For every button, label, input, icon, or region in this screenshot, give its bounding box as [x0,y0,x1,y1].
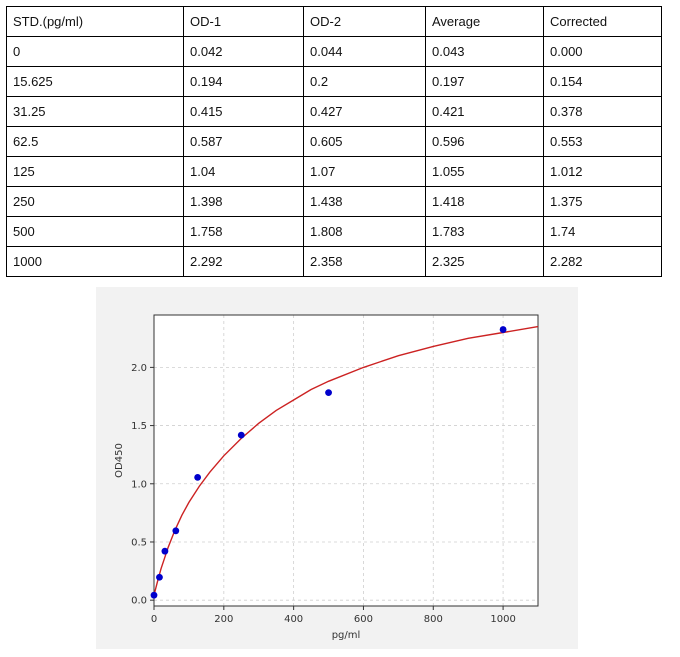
table-cell: 1.783 [425,216,544,247]
data-point [150,591,158,599]
table-row: 125 1.04 1.07 1.055 1.012 [6,156,662,187]
table-cell: 1.04 [183,156,304,187]
data-point [499,326,507,333]
y-tick-label: 2.0 [131,363,147,374]
header-od2: OD-2 [303,6,426,37]
data-point [194,473,202,481]
table-cell: 1.808 [303,216,426,247]
table-cell: 0.194 [183,66,304,97]
x-axis-label: pg/ml [332,630,361,641]
table-cell: 2.325 [425,246,544,277]
table-cell: 62.5 [6,126,184,157]
table-cell: 0.415 [183,96,304,127]
table-row: 500 1.758 1.808 1.783 1.74 [6,216,662,247]
y-axis-label: OD450 [114,443,125,478]
table-cell: 1.438 [303,186,426,217]
table-cell: 0.2 [303,66,426,97]
standard-curve-chart: 0 200 400 600 800 1000 0.0 0.5 1.0 1.5 2.0 pg/ml OD4… [96,287,578,649]
table-cell: 0.197 [425,66,544,97]
table-cell: 0.596 [425,126,544,157]
table-cell: 1.012 [543,156,662,187]
data-point [156,573,163,581]
header-corrected: Corrected [543,6,662,37]
table-cell: 0.044 [303,36,426,67]
table-cell: 1.055 [425,156,544,187]
data-point [325,389,332,397]
table-cell: 0.043 [425,36,544,67]
y-tick-label: 0.0 [131,596,147,607]
table-cell: 0 [6,36,184,67]
plot-frame [153,314,539,607]
table-cell: 1.07 [303,156,426,187]
fit-curve [153,325,539,596]
table-cell: 0.154 [543,66,662,97]
data-point [237,431,245,439]
table-header-row: STD.(pg/ml) OD-1 OD-2 Average Corrected [6,6,662,37]
x-tick-label: 200 [214,614,233,625]
table-row: 62.5 0.587 0.605 0.596 0.553 [6,126,662,157]
table-cell: 0.587 [183,126,304,157]
table-cell: 0.553 [543,126,662,157]
table-row: 1000 2.292 2.358 2.325 2.282 [6,246,662,277]
table-cell: 500 [6,216,184,247]
table-cell: 1.418 [425,186,544,217]
table-cell: 0.000 [543,36,662,67]
table-cell: 0.427 [303,96,426,127]
header-std: STD.(pg/ml) [6,6,184,37]
table-row: 15.625 0.194 0.2 0.197 0.154 [6,66,662,97]
x-tick-label: 0 [151,614,157,625]
table-cell: 31.25 [6,96,184,127]
table-row: 0 0.042 0.044 0.043 0.000 [6,36,662,67]
table-cell: 1.758 [183,216,304,247]
y-tick-label: 0.5 [131,537,147,548]
table-row: 250 1.398 1.438 1.418 1.375 [6,186,662,217]
table-cell: 125 [6,156,184,187]
table-cell: 0.605 [303,126,426,157]
standard-table: STD.(pg/ml) OD-1 OD-2 Average Corrected … [6,6,662,277]
data-point [161,547,169,555]
table-cell: 1.375 [543,186,662,217]
header-od1: OD-1 [183,6,304,37]
x-tick-label: 1000 [490,614,515,625]
x-tick-label: 600 [354,614,373,625]
data-point [172,527,180,535]
table-cell: 250 [6,186,184,217]
header-average: Average [425,6,544,37]
x-tick-label: 800 [424,614,443,625]
table-cell: 2.358 [303,246,426,277]
table-cell: 0.378 [543,96,662,127]
table-cell: 2.292 [183,246,304,277]
table-row: 31.25 0.415 0.427 0.421 0.378 [6,96,662,127]
table-cell: 1.74 [543,216,662,247]
table-cell: 15.625 [6,66,184,97]
table-cell: 0.042 [183,36,304,67]
y-tick-label: 1.5 [131,421,147,432]
table-cell: 2.282 [543,246,662,277]
x-tick-label: 400 [284,614,303,625]
plot-area [154,315,538,606]
y-tick-label: 1.0 [131,479,147,490]
table-cell: 0.421 [425,96,544,127]
table-cell: 1000 [6,246,184,277]
table-cell: 1.398 [183,186,304,217]
chart-svg: 0 200 400 600 800 1000 0.0 0.5 1.0 1.5 2.0 pg/ml OD4… [114,314,539,641]
